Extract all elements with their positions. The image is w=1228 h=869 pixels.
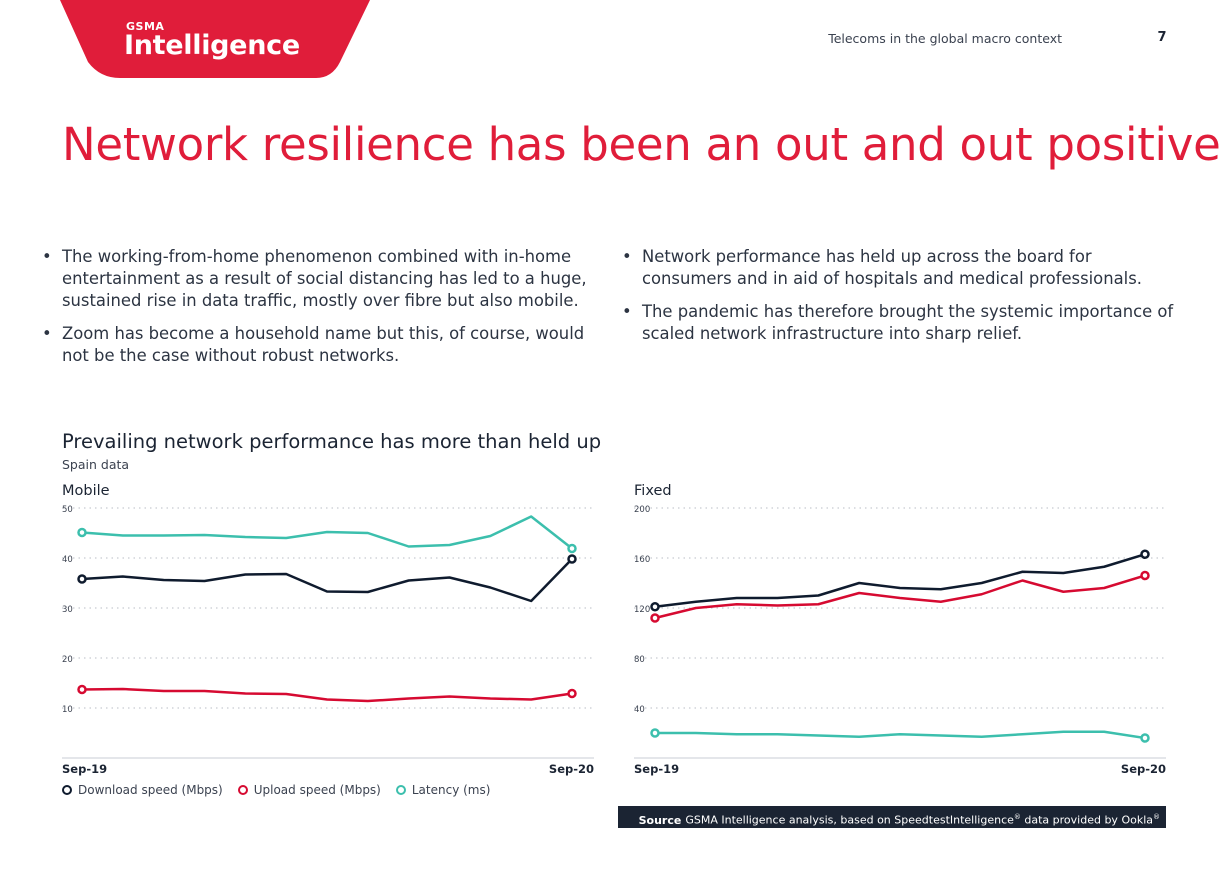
x-end-label: Sep-20 [1121, 762, 1166, 776]
y-tick-label: 40 [634, 705, 645, 715]
y-tick-label: 80 [634, 655, 645, 665]
download-end-marker [1140, 549, 1150, 559]
y-tick-label: 120 [634, 605, 650, 615]
upload-series-line [654, 574, 1146, 620]
source-label: Source [638, 813, 682, 827]
bullet-list-left: • The working-from-home phenomenon combin… [42, 246, 589, 378]
panel-title-mobile: Mobile [62, 483, 110, 499]
download-end-marker [650, 602, 660, 612]
legend-label-latency: Latency (ms) [411, 783, 491, 797]
bullet-text: Network performance has held up across t… [642, 247, 1142, 288]
brand-gsma-label: GSMA [126, 20, 165, 33]
page-number: 7 [1157, 30, 1167, 45]
y-tick-label: 160 [634, 555, 650, 565]
upload-end-marker [567, 688, 577, 699]
source-reg-mark: ® [1153, 813, 1160, 821]
y-tick-label: 40 [62, 555, 73, 565]
upload-end-marker [77, 684, 87, 695]
brand-tab-shape [60, 0, 370, 78]
y-tick-label: 30 [62, 605, 73, 615]
bullet-list-right: • Network performance has held up across … [622, 246, 1184, 356]
upload-series-line [81, 687, 573, 703]
x-start-label: Sep-19 [634, 762, 679, 776]
download-series-line [654, 553, 1146, 608]
source-text-end: data provided by Ookla [1020, 813, 1153, 827]
bullet-text: Zoom has become a household name but thi… [62, 324, 585, 365]
latency-series-line [655, 730, 1146, 740]
download-series-line [81, 558, 573, 603]
source-reg-mark: ® [1013, 813, 1021, 821]
legend-label-upload: Upload speed (Mbps) [253, 783, 381, 797]
latency-end-marker [1140, 733, 1150, 743]
x-end-label: Sep-20 [549, 762, 594, 776]
y-tick-label: 20 [62, 655, 73, 665]
latency-end-marker [650, 728, 660, 738]
x-start-label: Sep-19 [62, 762, 107, 776]
download-end-marker [77, 574, 87, 584]
panel-title-fixed: Fixed [634, 483, 672, 499]
latency-end-marker [567, 543, 577, 554]
bullet-text: The working-from-home phenomenon combine… [62, 247, 587, 310]
y-tick-label: 10 [62, 705, 73, 715]
upload-end-marker [650, 613, 660, 623]
y-tick-label: 200 [634, 505, 650, 515]
upload-marker-icon [237, 785, 248, 795]
bullet-text: The pandemic has therefore brought the s… [642, 302, 1174, 343]
download-end-marker [567, 554, 577, 564]
bullet-item: • The working-from-home phenomenon combin… [42, 247, 587, 310]
chart-legend: Download speed (Mbps) Upload speed (Mbps… [62, 783, 505, 797]
legend-item-upload: Upload speed (Mbps) [237, 783, 381, 797]
legend-label-download: Download speed (Mbps) [78, 783, 223, 797]
brand-tab [60, 0, 370, 78]
upload-end-marker [1140, 570, 1150, 581]
page-title: Network resilience has been an out and o… [62, 118, 1221, 171]
bullet-item: • Zoom has become a household name but th… [42, 324, 585, 365]
latency-series-line [81, 515, 573, 550]
latency-marker-icon [395, 785, 406, 795]
legend-item-download: Download speed (Mbps) [62, 783, 223, 797]
chart-heading: Prevailing network performance has more … [62, 430, 602, 453]
section-label: Telecoms in the global macro context [828, 31, 1062, 46]
source-text: GSMA Intelligence analysis, based on Spe… [685, 813, 1014, 827]
y-tick-label: 50 [62, 505, 73, 515]
source-note: Source GSMA Intelligence analysis, based … [618, 806, 1166, 828]
latency-end-marker [77, 527, 87, 538]
chart-subheading: Spain data [62, 457, 130, 472]
bullet-item: • The pandemic has therefore brought the … [622, 302, 1174, 343]
legend-item-latency: Latency (ms) [395, 783, 491, 797]
download-marker-icon [62, 785, 72, 795]
bullet-item: • Network performance has held up across … [622, 247, 1142, 288]
brand-intelligence-label: Intelligence [124, 30, 300, 61]
